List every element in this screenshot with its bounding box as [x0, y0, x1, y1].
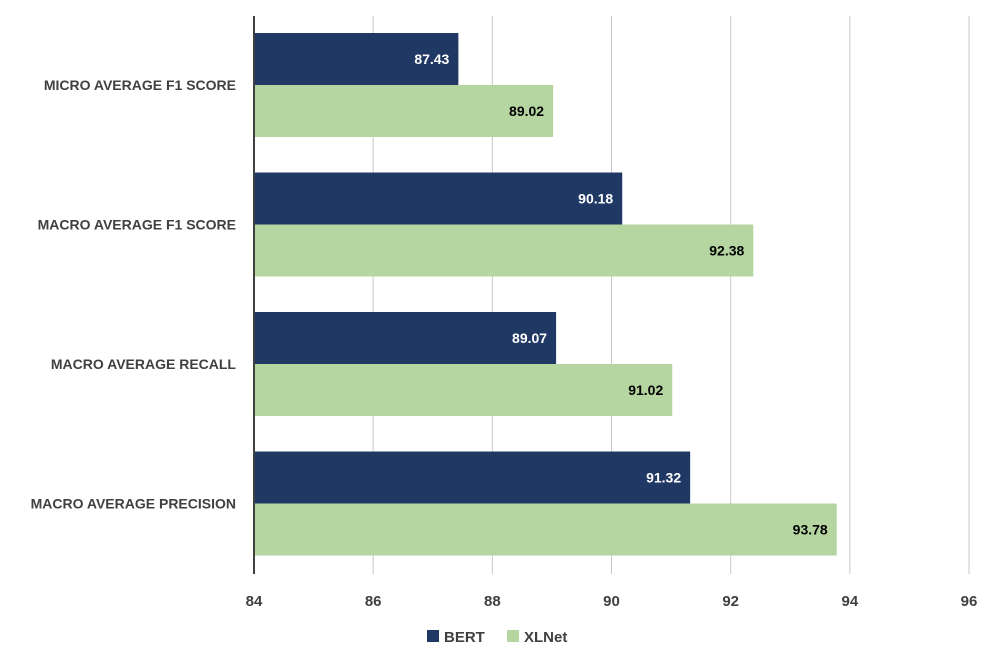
data-label: 90.18 — [578, 191, 613, 207]
bar-xlnet — [254, 503, 837, 556]
x-tick-label: 90 — [603, 593, 620, 610]
legend-label-bert: BERT — [444, 629, 485, 646]
bar-bert — [254, 33, 459, 85]
legend — [410, 618, 586, 654]
data-label: 91.32 — [646, 470, 681, 486]
bar-bert — [254, 451, 691, 504]
x-tick-label: 84 — [246, 593, 263, 610]
x-tick-label: 92 — [722, 593, 739, 610]
data-label: 89.02 — [509, 103, 544, 119]
x-tick-label: 86 — [365, 593, 382, 610]
bar-xlnet — [254, 85, 554, 137]
x-tick-label: 88 — [484, 593, 501, 610]
bar-xlnet — [254, 224, 754, 277]
category-label: MACRO AVERAGE PRECISION — [31, 496, 236, 512]
x-tick-label: 94 — [841, 593, 858, 610]
bar-bert — [254, 172, 623, 225]
legend-swatch-bert — [427, 630, 439, 642]
legend-label-xlnet: XLNet — [524, 629, 567, 646]
legend-swatch-xlnet — [507, 630, 519, 642]
data-label: 93.78 — [793, 522, 828, 538]
data-label: 92.38 — [709, 243, 744, 259]
data-label: 87.43 — [414, 51, 449, 67]
category-label: MICRO AVERAGE F1 SCORE — [44, 77, 236, 93]
category-label: MACRO AVERAGE F1 SCORE — [38, 217, 236, 233]
bar-xlnet — [254, 364, 673, 416]
data-label: 89.07 — [512, 330, 547, 346]
data-label: 91.02 — [628, 382, 663, 398]
category-label: MACRO AVERAGE RECALL — [51, 356, 237, 372]
x-tick-label: 96 — [961, 593, 978, 610]
bar-bert — [254, 312, 557, 364]
